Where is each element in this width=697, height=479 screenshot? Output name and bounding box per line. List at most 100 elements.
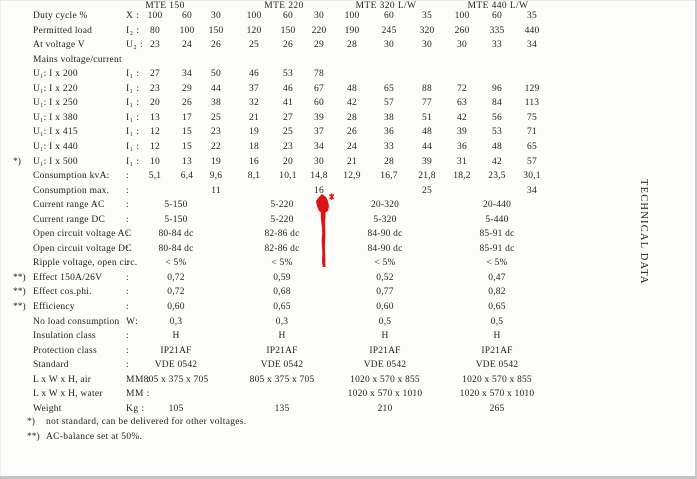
row-symbol: W: — [126, 316, 139, 327]
table-cell: 37 — [314, 127, 324, 138]
table-cell: 57 — [527, 156, 537, 167]
table-cell: 23 — [150, 83, 160, 94]
table-cell: 48 — [422, 127, 432, 138]
footnote-marker: *) — [27, 417, 35, 427]
row-symbol: I₂ : — [126, 25, 140, 36]
table-cell: 120 — [246, 25, 262, 36]
table-cell-group: 805 x 375 x 705 — [143, 374, 209, 385]
row-symbol: : — [126, 243, 130, 254]
row-label: At voltage V — [33, 40, 85, 51]
table-row: L x W x H, air MM :805 x 375 x 705 805 x 3… — [0, 375, 697, 389]
table-cell: 335 — [489, 25, 505, 36]
table-cell: 60 — [182, 11, 192, 21]
table-cell: 75 — [527, 112, 537, 123]
row-symbol: : — [126, 229, 130, 240]
table-cell: 24 — [182, 40, 192, 51]
table-cell: 100 — [246, 11, 262, 21]
table-cell: 245 — [381, 25, 397, 36]
table-cell-group: 0,5 — [490, 316, 504, 327]
row-label: Standard — [33, 360, 69, 371]
table-cell-group: 85-91 dc — [479, 229, 515, 240]
table-cell: 57 — [384, 98, 394, 109]
table-cell-group: 0,72 — [167, 272, 185, 283]
table-cell-group: 1020 x 570 x 855 — [350, 374, 420, 385]
table-cell: 13 — [182, 156, 192, 167]
table-cell: 150 — [208, 25, 224, 36]
table-row: Consumption kvA:: 5,1 6,4 9,6 8,1 10,1 14,8 12,… — [0, 171, 697, 185]
table-cell: 440 — [524, 25, 540, 36]
table-cell: 6,4 — [180, 171, 194, 182]
table-cell: 19 — [211, 156, 221, 167]
table-cell: 25 — [422, 185, 432, 196]
table-cell-group: H — [381, 331, 389, 342]
table-cell: 34 — [314, 141, 324, 152]
table-cell: 16 — [249, 156, 259, 167]
row-symbol: MM : — [126, 374, 150, 385]
table-cell: 34 — [527, 185, 537, 196]
table-cell: 46 — [249, 69, 259, 80]
table-cell: 21 — [347, 156, 357, 167]
row-symbol: I₁ : — [126, 141, 140, 152]
table-cell: 37 — [249, 83, 259, 94]
row-label: U₁: I x 415 — [33, 127, 78, 138]
row-label: Efficiency — [33, 302, 75, 312]
row-label: No load consumption — [33, 316, 120, 327]
row-symbol: : — [126, 287, 130, 298]
table-row: Permitted load I₂ : 80 100 150 120 150 220 190 24… — [0, 26, 697, 40]
table-row: Insulation class: H H H H — [0, 331, 697, 345]
table-row: Consumption max.: 11 16 25 34 — [0, 186, 697, 200]
row-label: Current range DC — [33, 214, 106, 225]
table-cell: 21,8 — [418, 171, 436, 182]
row-label: Permitted load — [33, 25, 93, 36]
table-cell: 48 — [347, 83, 357, 94]
red-arrow-annotation — [316, 193, 335, 267]
table-cell: 29 — [182, 83, 192, 94]
table-cell-group: 80-84 dc — [158, 243, 194, 254]
table-cell: 60 — [492, 11, 502, 21]
table-cell: 190 — [344, 25, 360, 36]
table-cell-group: 0,5 — [378, 316, 392, 327]
table-cell: 25 — [249, 40, 259, 51]
table-cell: 34 — [182, 69, 192, 80]
table-cell: 18 — [249, 141, 259, 152]
page-edge-tab-label: TECHNICAL DATA — [638, 179, 649, 285]
table-cell-group: 135 — [274, 403, 290, 414]
row-label: Open circuit voltage DC — [33, 243, 132, 254]
table-cell: 44 — [211, 83, 221, 94]
table-cell: 30,1 — [523, 171, 541, 182]
table-cell-group: < 5% — [486, 258, 508, 269]
row-symbol: I₁ : — [126, 83, 140, 94]
row-label: Consumption max. — [33, 185, 110, 196]
table-row: U₁: I x 440 I₁ : 12 15 22 18 23 34 24 33 44 36 48 65 — [0, 142, 697, 156]
table-cell: 20 — [150, 98, 160, 109]
table-cell-group: 0,77 — [376, 287, 394, 298]
table-cell: 100 — [147, 11, 163, 21]
table-cell: 33 — [384, 141, 394, 152]
table-row: Mains voltage/current — [0, 55, 697, 69]
row-footnote-marker: *) — [13, 156, 21, 167]
table-cell-group: IP21AF — [160, 345, 192, 356]
row-symbol: I₁ : — [126, 98, 140, 109]
row-symbol: : — [126, 258, 130, 269]
table-cell-group: 5-320 — [373, 214, 397, 225]
table-cell: 25 — [283, 127, 293, 138]
table-cell: 12 — [150, 141, 160, 152]
table-cell-group: 0,65 — [488, 302, 506, 312]
row-label: L x W x H, water — [33, 389, 103, 400]
table-cell: 17 — [182, 112, 192, 123]
table-cell: 30 — [457, 40, 467, 51]
table-row: Open circuit voltage DC: 80-84 dc 82-86 dc… — [0, 244, 697, 258]
table-cell: 150 — [280, 25, 296, 36]
table-cell-group: < 5% — [271, 258, 293, 269]
row-label: Ripple voltage, open circ. — [33, 258, 138, 269]
table-cell-group: 82-86 dc — [264, 243, 300, 254]
footnote-marker: **) — [27, 432, 40, 442]
table-cell: 60 — [384, 11, 394, 21]
table-row: Ripple voltage, open circ.: < 5% < 5% < 5% <… — [0, 258, 697, 272]
table-cell: 30 — [314, 156, 324, 167]
table-cell-group: 82-86 dc — [264, 229, 300, 240]
table-cell: 27 — [150, 69, 160, 80]
table-cell-group: IP21AF — [481, 345, 513, 356]
row-label: U₁: I x 220 — [33, 83, 78, 94]
table-cell: 12 — [150, 127, 160, 138]
